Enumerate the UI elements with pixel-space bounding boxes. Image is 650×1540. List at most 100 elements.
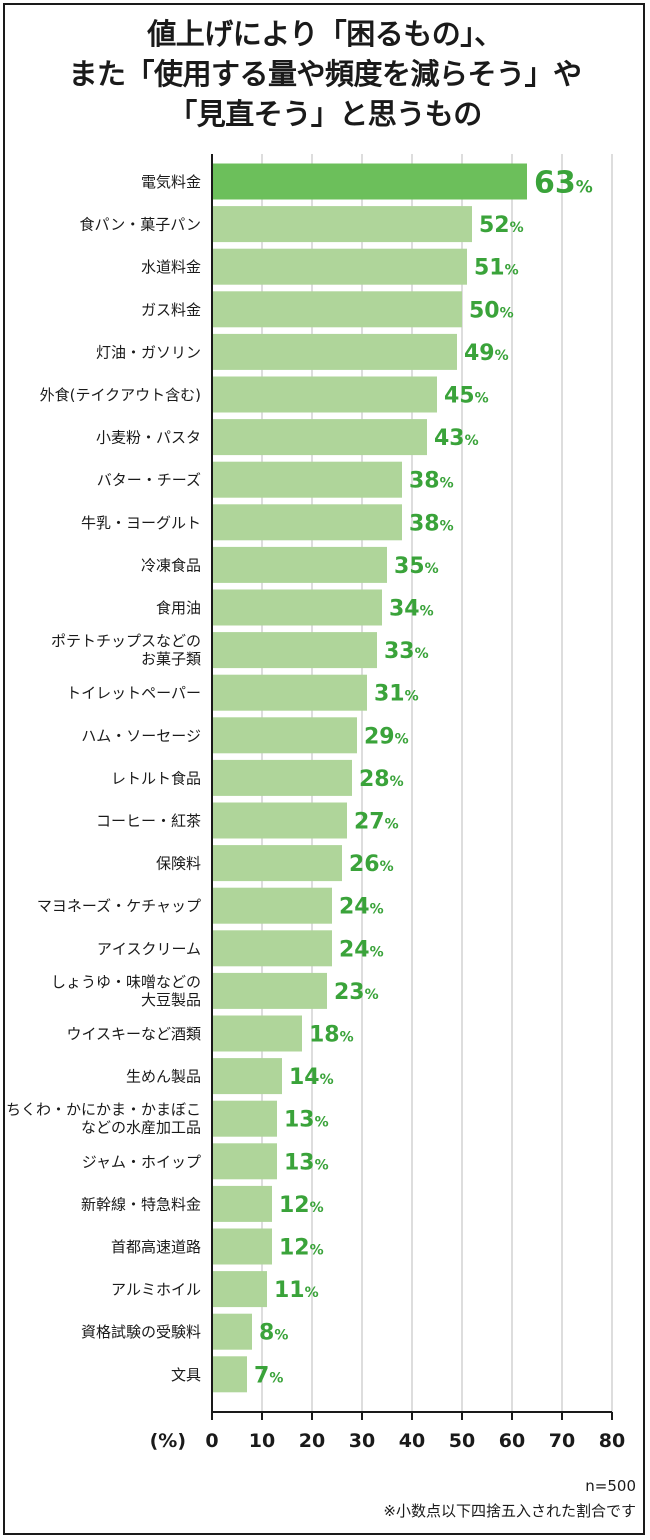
category-label-line: 大豆製品	[141, 991, 201, 1009]
value-label-10: 34%	[389, 597, 434, 622]
value-label-19: 23%	[334, 980, 379, 1005]
value-label-14: 28%	[359, 767, 404, 792]
value-label-6: 43%	[434, 426, 479, 451]
bar-17	[212, 887, 332, 924]
x-tick-label-0: 0	[205, 1430, 218, 1452]
value-label-1: 52%	[479, 213, 524, 238]
value-label-5: 45%	[444, 384, 489, 409]
category-label-10: 食用油	[156, 599, 201, 617]
category-label-line: ちくわ・かにかま・かまぼこ	[6, 1101, 201, 1119]
category-label-16: 保険料	[156, 855, 201, 873]
category-label-2: 水道料金	[141, 258, 201, 276]
category-label-18: アイスクリーム	[97, 940, 201, 958]
bar-8	[212, 504, 402, 541]
category-label-6: 小麦粉・パスタ	[96, 429, 201, 447]
value-label-2: 51%	[474, 256, 519, 281]
x-tick-label-80: 80	[599, 1430, 625, 1452]
bar-5	[212, 376, 437, 413]
category-label-27: 資格試験の受験料	[81, 1323, 201, 1341]
category-label-24: 新幹線・特急料金	[81, 1195, 201, 1213]
category-label-20: ウイスキーなど酒類	[66, 1025, 201, 1043]
x-tick-label-30: 30	[349, 1430, 375, 1452]
category-label-1: 食パン・菓子パン	[79, 216, 201, 234]
category-label-17: マヨネーズ・ケチャップ	[37, 897, 201, 915]
category-label-14: レトルト食品	[111, 769, 201, 787]
bar-27	[212, 1313, 252, 1350]
bar-0	[212, 163, 527, 200]
category-label-line: ポテトチップスなどの	[51, 632, 201, 650]
category-label-8: 牛乳・ヨーグルト	[81, 514, 201, 532]
category-label-line: お菓子類	[141, 650, 201, 668]
value-label-18: 24%	[339, 937, 384, 962]
category-label-3: ガス料金	[141, 301, 201, 319]
bar-14	[212, 759, 352, 796]
bar-23	[212, 1143, 277, 1180]
category-label-21: 生めん製品	[126, 1068, 201, 1086]
sample-size-note: n=500	[585, 1477, 636, 1495]
category-label-12: トイレットペーパー	[66, 684, 201, 702]
category-label-15: コーヒー・紅茶	[96, 812, 201, 830]
chart-title: 値上げにより「困るもの」、 また「使用する量や頻度を減らそう」や 「見直そう」と…	[0, 14, 650, 134]
bar-22	[212, 1100, 277, 1137]
x-tick-label-60: 60	[499, 1430, 525, 1452]
x-tick-label-10: 10	[249, 1430, 275, 1452]
title-line-1: 値上げにより「困るもの」、	[147, 17, 503, 51]
bar-4	[212, 333, 457, 370]
x-tick-label-20: 20	[299, 1430, 325, 1452]
bar-13	[212, 717, 357, 754]
title-line-3: 「見直そう」と思うもの	[168, 97, 482, 131]
bar-18	[212, 930, 332, 967]
x-axis-label: (%)	[150, 1430, 186, 1452]
bar-3	[212, 291, 462, 328]
value-label-3: 50%	[469, 298, 514, 323]
category-label-line: しょうゆ・味噌などの	[51, 973, 201, 991]
bar-16	[212, 845, 342, 882]
value-label-25: 12%	[279, 1236, 324, 1261]
bar-15	[212, 802, 347, 839]
bar-19	[212, 972, 327, 1009]
value-label-21: 14%	[289, 1065, 334, 1090]
category-label-5: 外食(テイクアウト含む)	[40, 386, 201, 404]
value-label-27: 8%	[259, 1321, 288, 1346]
category-label-0: 電気料金	[141, 173, 201, 191]
category-label-22: ちくわ・かにかま・かまぼこなどの水産加工品	[6, 1101, 201, 1137]
value-label-9: 35%	[394, 554, 439, 579]
value-label-0: 63%	[534, 166, 593, 201]
rounding-note: ※小数点以下四捨五入された割合です	[383, 1502, 636, 1520]
value-label-15: 27%	[354, 810, 399, 835]
bar-11	[212, 632, 377, 669]
bar-10	[212, 589, 382, 626]
bar-20	[212, 1015, 302, 1052]
category-label-11: ポテトチップスなどのお菓子類	[51, 632, 201, 668]
category-label-25: 首都高速道路	[111, 1238, 201, 1256]
category-label-4: 灯油・ガソリン	[96, 343, 201, 361]
bar-2	[212, 248, 467, 285]
value-label-22: 13%	[284, 1108, 329, 1133]
value-label-12: 31%	[374, 682, 419, 707]
x-tick-label-40: 40	[399, 1430, 425, 1452]
value-label-8: 38%	[409, 511, 454, 536]
category-label-7: バター・チーズ	[97, 471, 201, 489]
value-label-28: 7%	[254, 1363, 283, 1388]
title-line-2: また「使用する量や頻度を減らそう」や	[68, 57, 582, 91]
bar-6	[212, 419, 427, 456]
value-label-11: 33%	[384, 639, 429, 664]
bar-26	[212, 1271, 267, 1308]
bar-12	[212, 674, 367, 711]
value-label-16: 26%	[349, 852, 394, 877]
value-label-24: 12%	[279, 1193, 324, 1218]
value-label-20: 18%	[309, 1023, 354, 1048]
category-label-9: 冷凍食品	[141, 556, 201, 574]
category-label-line: などの水産加工品	[81, 1119, 201, 1137]
bar-7	[212, 461, 402, 498]
value-label-7: 38%	[409, 469, 454, 494]
x-tick-label-50: 50	[449, 1430, 475, 1452]
category-label-19: しょうゆ・味噌などの大豆製品	[51, 973, 201, 1009]
value-label-13: 29%	[364, 724, 409, 749]
bar-9	[212, 546, 387, 583]
value-label-26: 11%	[274, 1278, 319, 1303]
bar-24	[212, 1185, 272, 1222]
category-label-23: ジャム・ホイップ	[82, 1153, 201, 1171]
x-tick-label-70: 70	[549, 1430, 575, 1452]
